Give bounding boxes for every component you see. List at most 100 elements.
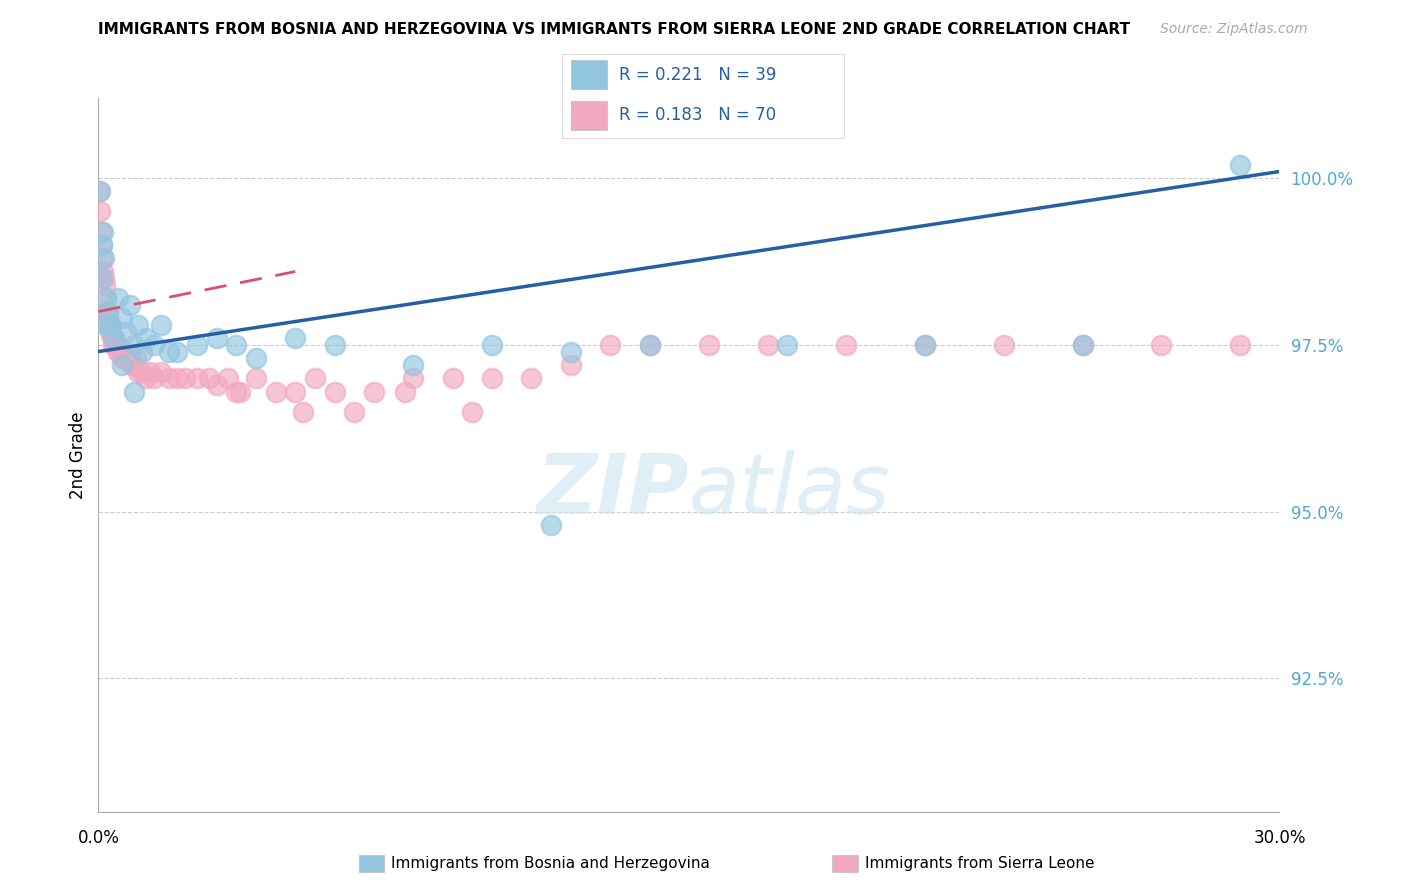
Point (112, 351, 135, 366)
Text: R = 0.183   N = 70: R = 0.183 N = 70 (619, 106, 776, 124)
Point (91, 271, 114, 285)
Point (225, 338, 247, 352)
Point (697, 338, 720, 352)
Bar (571, 101, 607, 130)
Point (1150, 338, 1173, 352)
Point (105, 338, 128, 352)
Point (135, 371, 157, 385)
Point (363, 384, 385, 399)
Point (91, 264, 114, 278)
Point (104, 338, 127, 352)
Point (835, 338, 858, 352)
Point (94, 291, 117, 305)
Text: R = 0.221   N = 39: R = 0.221 N = 39 (619, 66, 776, 84)
Point (756, 338, 779, 352)
Point (914, 338, 936, 352)
Point (638, 338, 661, 352)
Point (131, 365, 153, 379)
Point (205, 377, 228, 392)
Point (90, 237, 112, 252)
Point (205, 331, 228, 345)
Point (157, 371, 180, 385)
Point (481, 371, 503, 385)
Bar (571, 61, 607, 89)
Text: Immigrants from Bosnia and Herzegovina: Immigrants from Bosnia and Herzegovina (391, 856, 710, 871)
Point (89, 185, 111, 199)
Point (264, 384, 287, 399)
Text: 30.0%: 30.0% (1253, 829, 1306, 847)
Point (101, 331, 124, 345)
Text: IMMIGRANTS FROM BOSNIA AND HERZEGOVINA VS IMMIGRANTS FROM SIERRA LEONE 2ND GRADE: IMMIGRANTS FROM BOSNIA AND HERZEGOVINA V… (98, 22, 1130, 37)
Point (96, 304, 118, 318)
Point (914, 338, 936, 352)
Point (98, 318, 121, 332)
Point (98, 318, 121, 332)
Point (118, 298, 141, 312)
Text: Immigrants from Sierra Leone: Immigrants from Sierra Leone (865, 856, 1094, 871)
Point (441, 371, 464, 385)
Point (127, 318, 149, 332)
Point (111, 358, 134, 372)
Point (100, 318, 122, 332)
Point (304, 371, 326, 385)
Point (323, 338, 346, 352)
Point (150, 318, 173, 332)
Point (186, 338, 208, 352)
Point (560, 344, 582, 359)
Point (103, 338, 125, 352)
Point (135, 331, 157, 345)
Point (197, 371, 219, 385)
Point (91, 251, 114, 265)
Point (394, 384, 416, 399)
Point (115, 325, 138, 339)
Point (150, 365, 173, 379)
Point (107, 291, 129, 305)
Text: ZIP: ZIP (536, 450, 689, 531)
Point (599, 338, 621, 352)
Point (127, 365, 149, 379)
Point (229, 384, 252, 399)
Point (166, 371, 188, 385)
Point (638, 338, 661, 352)
Point (540, 518, 562, 533)
Point (103, 331, 125, 345)
Text: atlas: atlas (689, 450, 890, 531)
Point (1229, 158, 1251, 172)
Point (93, 271, 115, 285)
Point (122, 384, 145, 399)
Point (89, 185, 111, 199)
Point (323, 384, 346, 399)
Point (91, 225, 114, 239)
Point (292, 404, 315, 418)
Point (93, 251, 115, 265)
Text: 0.0%: 0.0% (77, 829, 120, 847)
Point (103, 331, 125, 345)
Point (122, 338, 145, 352)
Point (117, 351, 139, 366)
Point (125, 351, 148, 366)
Point (284, 331, 307, 345)
Point (142, 338, 165, 352)
Point (94, 291, 117, 305)
Point (138, 365, 160, 379)
Point (174, 371, 197, 385)
Point (461, 404, 484, 418)
Point (166, 344, 188, 359)
Point (122, 358, 145, 372)
Point (142, 371, 165, 385)
Point (776, 338, 799, 352)
Point (1071, 338, 1094, 352)
Y-axis label: 2nd Grade: 2nd Grade (69, 411, 87, 499)
Point (402, 358, 425, 372)
Point (520, 371, 543, 385)
Point (131, 344, 153, 359)
Point (97, 311, 120, 326)
Point (993, 338, 1015, 352)
Point (96, 318, 118, 332)
Point (118, 351, 141, 366)
Point (90, 225, 112, 239)
Point (157, 344, 180, 359)
Point (89, 204, 111, 219)
Point (108, 344, 131, 359)
Point (481, 338, 503, 352)
